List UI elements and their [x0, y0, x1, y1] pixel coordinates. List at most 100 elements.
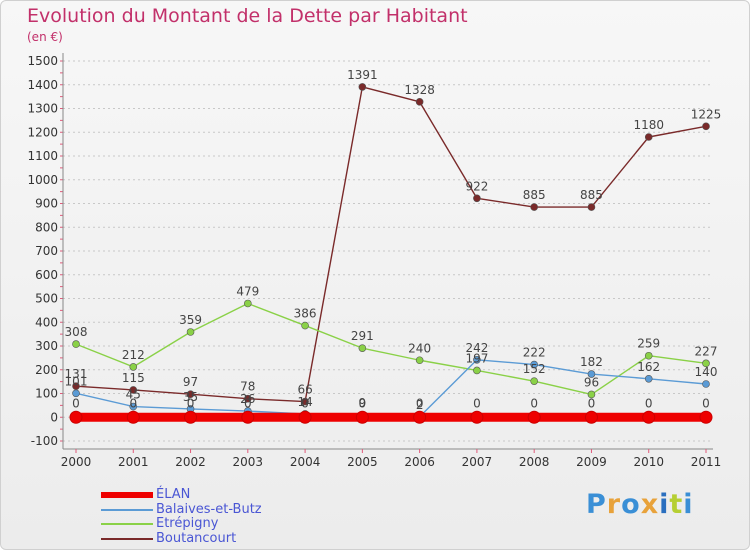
x-tick-label: 2011 [691, 455, 722, 469]
data-point [358, 344, 367, 352]
data-label: 1391 [347, 68, 378, 82]
legend-label: Boutancourt [156, 530, 237, 546]
y-tick-label: 1000 [27, 173, 58, 187]
data-label: 227 [695, 344, 718, 358]
data-label: 182 [580, 355, 603, 369]
data-label: 0 [645, 396, 653, 410]
data-label: 66 [297, 383, 312, 397]
data-label: 0 [359, 396, 367, 410]
data-point [644, 374, 653, 383]
data-label: 0 [301, 396, 309, 410]
data-point [129, 363, 138, 371]
data-label: 212 [122, 348, 145, 362]
data-point [244, 299, 252, 308]
logo-letter: i [659, 489, 670, 520]
data-label: 45 [126, 388, 141, 402]
data-label: 162 [637, 360, 660, 374]
data-label: 14 [297, 395, 312, 409]
data-point [473, 366, 481, 375]
data-point [129, 386, 138, 394]
data-label: 131 [65, 367, 88, 381]
x-tick-label: 2008 [519, 455, 550, 469]
data-label: 140 [695, 365, 718, 379]
legend-swatch [101, 523, 153, 525]
data-label: 101 [65, 374, 88, 388]
legend-swatch [101, 508, 153, 511]
y-tick-label: 600 [35, 268, 58, 282]
data-label: 1328 [404, 83, 435, 97]
data-label: 0 [473, 396, 481, 410]
data-label: 291 [351, 329, 374, 343]
y-tick-label: 700 [35, 244, 58, 258]
y-tick-label: 800 [35, 220, 58, 234]
data-point [72, 340, 80, 348]
x-tick-label: 2010 [633, 455, 664, 469]
data-point [415, 356, 424, 365]
data-point [186, 328, 195, 336]
data-point [129, 402, 138, 411]
data-point [415, 98, 424, 106]
data-label: 259 [637, 337, 660, 351]
x-tick-label: 2009 [576, 455, 607, 469]
data-label: 222 [523, 346, 546, 360]
data-label: 115 [122, 371, 145, 385]
y-tick-label: 300 [35, 339, 58, 353]
data-point [298, 410, 312, 424]
data-label: 0 [530, 396, 538, 410]
data-label: 1225 [691, 107, 722, 121]
data-point [470, 410, 484, 424]
legend-label: ÉLAN [156, 487, 191, 502]
data-label: 152 [523, 362, 546, 376]
data-label: 242 [465, 341, 488, 355]
data-label: 9 [359, 396, 367, 410]
y-tick-label: 100 [35, 387, 58, 401]
data-point [587, 390, 596, 399]
data-point [530, 377, 538, 385]
data-point [702, 122, 710, 131]
data-label: 0 [129, 396, 137, 410]
legend-swatch [101, 492, 153, 498]
data-label: 922 [465, 179, 488, 193]
y-tick-label: 0 [50, 410, 58, 424]
logo-letter: P [586, 489, 607, 520]
chart-subtitle: (en €) [27, 30, 63, 44]
data-point [69, 410, 83, 424]
legend-swatch [101, 537, 153, 540]
data-point [702, 380, 710, 388]
data-label: 0 [187, 396, 195, 410]
data-label: 2 [416, 398, 424, 412]
x-tick-label: 2005 [347, 455, 378, 469]
data-point [301, 321, 309, 330]
data-point [642, 410, 656, 424]
data-point [530, 203, 538, 211]
data-point [244, 394, 252, 403]
data-label: 0 [588, 396, 596, 410]
y-tick-label: 1300 [27, 102, 58, 116]
data-point [530, 360, 538, 369]
data-point [473, 355, 481, 364]
logo-letter: t [669, 489, 684, 520]
y-tick-label: 1200 [27, 125, 58, 139]
data-point [587, 203, 596, 211]
series-line [75, 302, 707, 396]
data-label: 0 [702, 396, 710, 410]
data-point [527, 410, 541, 424]
y-tick-label: 1500 [27, 54, 58, 68]
x-tick-label: 2004 [290, 455, 321, 469]
x-tick-label: 2007 [462, 455, 493, 469]
x-tick-label: 2002 [175, 455, 206, 469]
y-tick-label: -100 [31, 434, 58, 448]
data-label: 479 [236, 284, 259, 298]
data-label: 240 [408, 341, 431, 355]
data-point [644, 133, 653, 141]
data-point [699, 410, 713, 424]
data-point [126, 410, 140, 424]
legend-label: Etrépigny [156, 516, 219, 531]
data-label: 359 [179, 313, 202, 327]
y-tick-label: 1100 [27, 149, 58, 163]
data-label: 197 [465, 351, 488, 365]
data-point [358, 83, 367, 91]
data-point [587, 370, 596, 378]
data-point [186, 390, 195, 399]
data-label: 885 [580, 188, 603, 202]
